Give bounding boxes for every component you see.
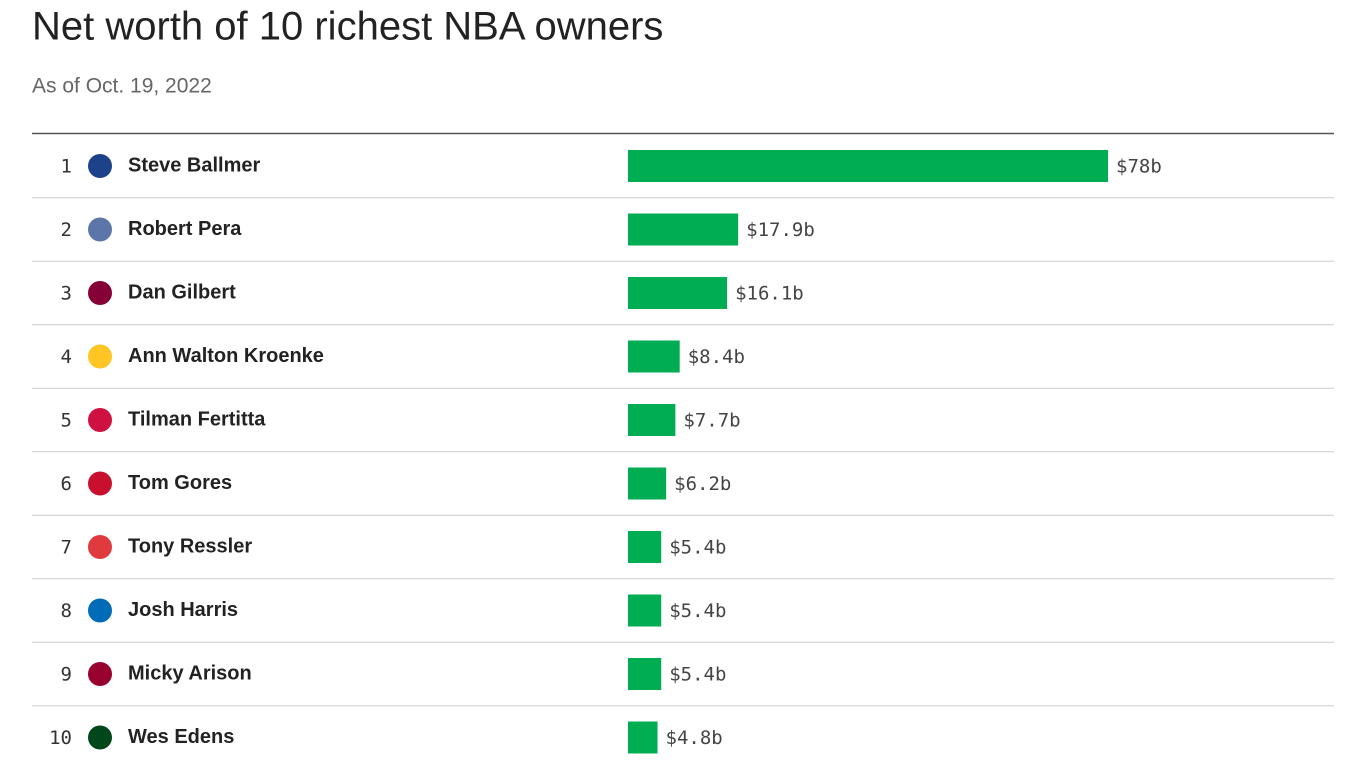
- team-logo: [88, 662, 112, 686]
- team-logo: [88, 281, 112, 305]
- team-logo: [88, 154, 112, 178]
- value-label: $8.4b: [688, 346, 745, 368]
- rank: 8: [61, 600, 72, 622]
- chart-subtitle: As of Oct. 19, 2022: [32, 75, 212, 98]
- team-logo: [88, 725, 112, 750]
- rank: 5: [61, 410, 72, 432]
- value-label: $16.1b: [735, 283, 804, 305]
- team-logo: [88, 535, 112, 559]
- rank: 9: [61, 664, 72, 686]
- rank: 10: [49, 727, 72, 749]
- owner-name: Wes Edens: [128, 726, 234, 748]
- value-label: $5.4b: [669, 664, 726, 686]
- bar: [628, 467, 667, 500]
- value-label: $4.8b: [666, 727, 723, 749]
- owner-name: Ann Walton Kroenke: [128, 345, 324, 367]
- bar: [628, 721, 658, 754]
- bar: [628, 404, 676, 436]
- bar: [628, 213, 739, 246]
- owner-name: Tony Ressler: [128, 535, 252, 557]
- bar: [628, 531, 662, 563]
- team-logo: [88, 344, 112, 369]
- owner-name: Robert Pera: [128, 218, 242, 240]
- value-label: $7.7b: [683, 410, 740, 432]
- value-label: $78b: [1116, 156, 1162, 178]
- owner-name: Tilman Fertitta: [128, 408, 266, 430]
- rank: 7: [61, 537, 72, 559]
- bar: [628, 340, 680, 373]
- rank: 6: [61, 473, 72, 495]
- team-logo: [88, 408, 112, 432]
- value-label: $5.4b: [669, 537, 726, 559]
- value-label: $6.2b: [674, 473, 731, 495]
- rank: 1: [61, 156, 72, 178]
- team-logo: [88, 217, 112, 242]
- chart-title: Net worth of 10 richest NBA owners: [32, 5, 663, 49]
- owner-name: Steve Ballmer: [128, 154, 261, 176]
- value-label: $5.4b: [669, 600, 726, 622]
- owner-name: Tom Gores: [128, 472, 232, 494]
- bar: [628, 277, 728, 309]
- bar: [628, 594, 662, 627]
- value-label: $17.9b: [746, 219, 815, 241]
- team-logo: [88, 471, 112, 496]
- rank: 4: [61, 346, 72, 368]
- team-logo: [88, 598, 112, 623]
- rank: 3: [61, 283, 72, 305]
- owner-name: Dan Gilbert: [128, 281, 236, 303]
- bar: [628, 150, 1108, 182]
- bar: [628, 658, 662, 690]
- rank: 2: [61, 219, 72, 241]
- owner-name: Micky Arison: [128, 662, 252, 684]
- owner-name: Josh Harris: [128, 599, 238, 621]
